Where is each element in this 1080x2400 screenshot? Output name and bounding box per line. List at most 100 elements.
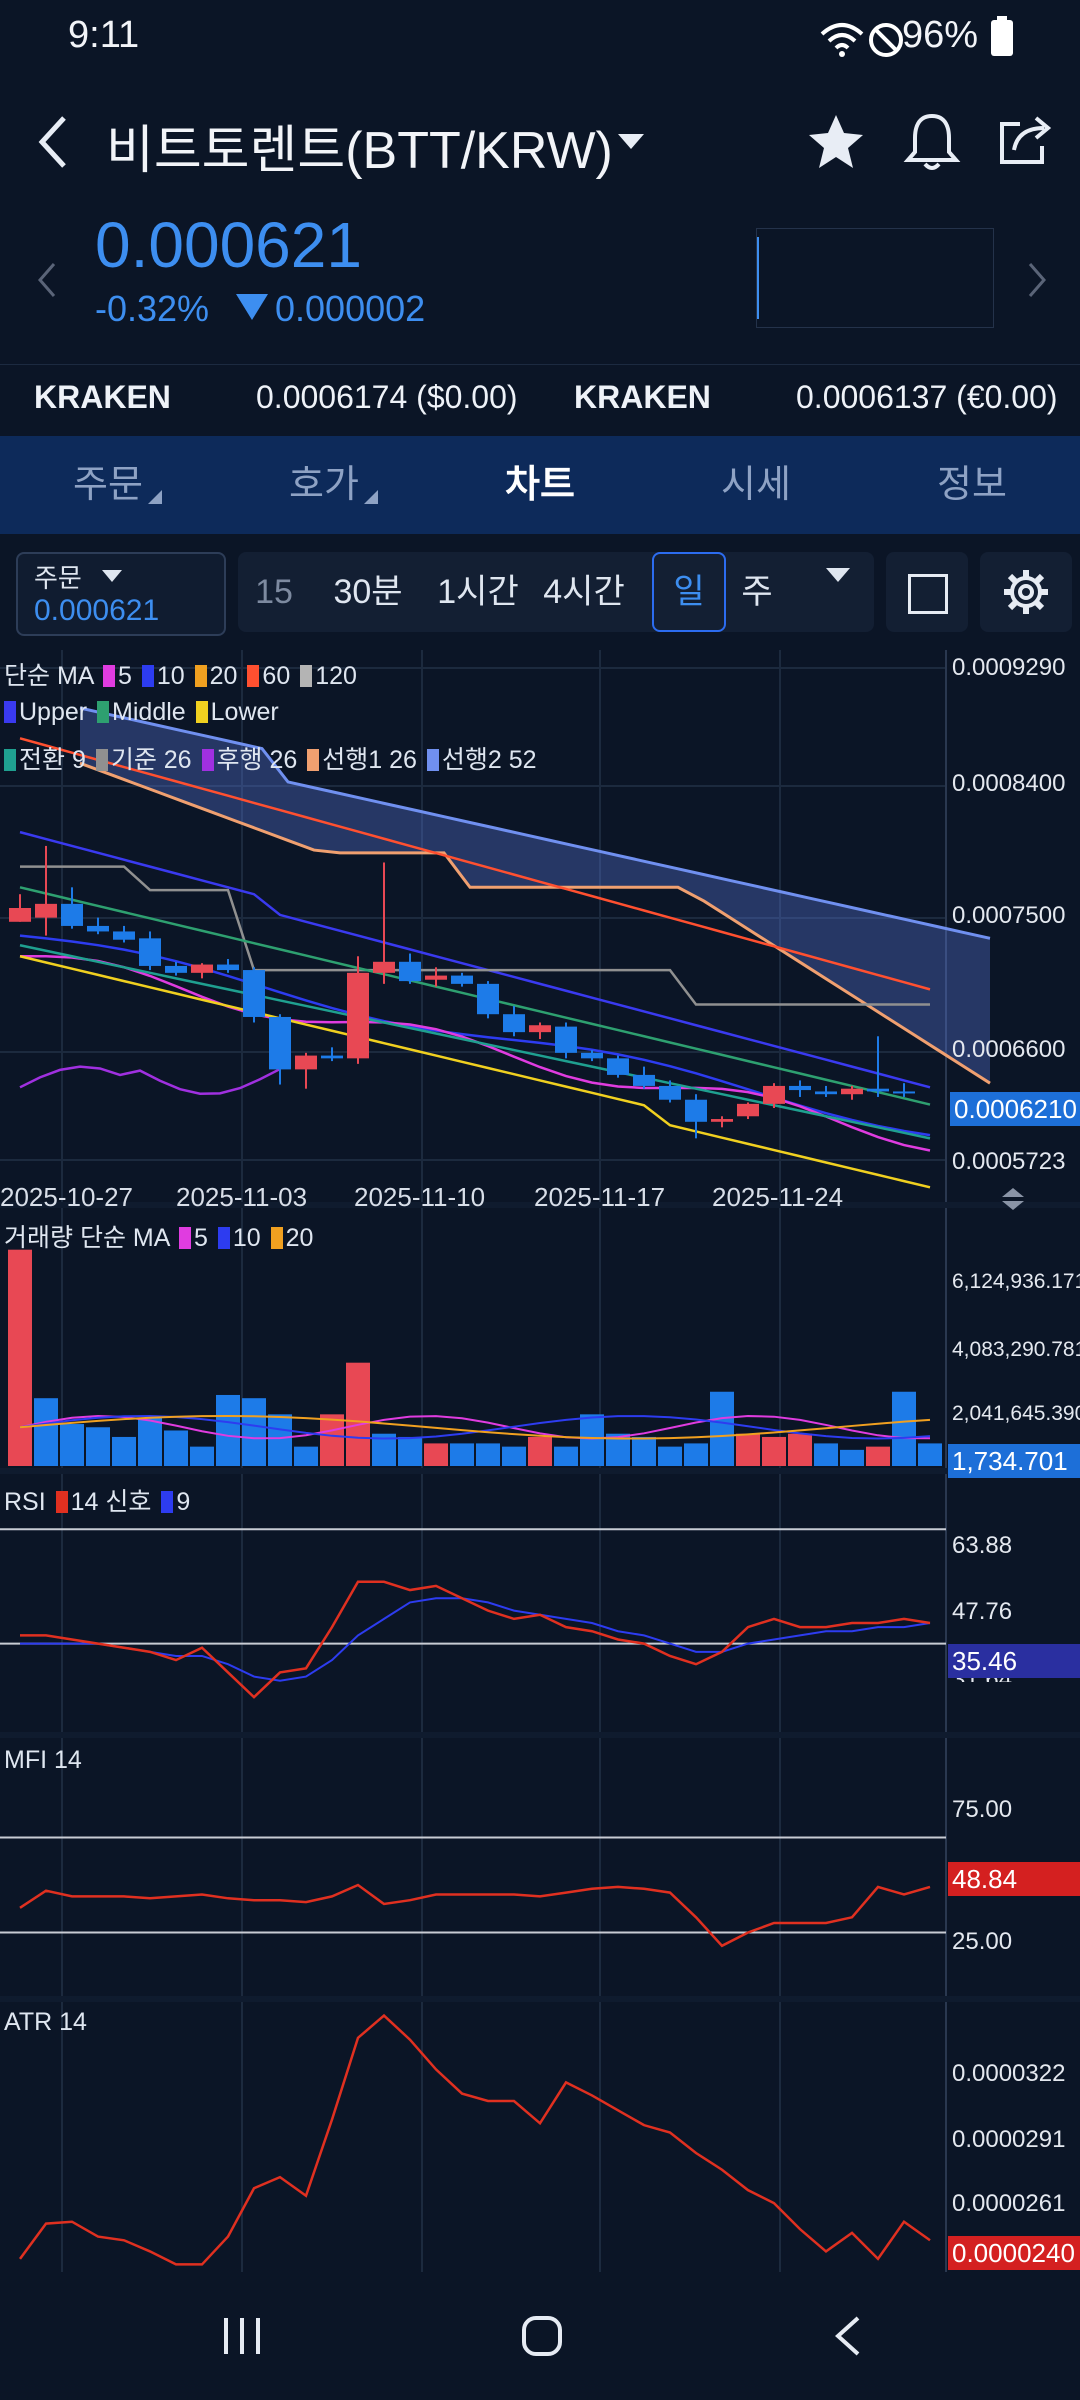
status-bar: 9:11 96% <box>0 0 1080 80</box>
volume-bar <box>476 1443 500 1466</box>
timeframe-1h[interactable]: 1시간 <box>437 573 519 611</box>
ichimoku-cloud <box>80 708 990 1084</box>
date-label: 2025-11-24 <box>712 1182 844 1212</box>
next-coin-icon[interactable] <box>1024 260 1048 300</box>
volume-bar <box>788 1433 812 1466</box>
volume-bar <box>658 1446 682 1466</box>
battery-percent: 96% <box>901 14 978 56</box>
candle-body <box>711 1119 733 1122</box>
chart-area[interactable]: 단순 MA 5 10 20 60 120 Upper Middle Lower … <box>0 650 1080 2272</box>
fullscreen-button[interactable] <box>886 552 968 632</box>
atr-axis-tick: 0.0000322 <box>952 2060 1066 2087</box>
candle-body <box>893 1091 915 1094</box>
chart-canvas[interactable] <box>0 650 1080 2272</box>
volume-bar <box>866 1446 890 1466</box>
candle-body <box>87 925 109 932</box>
do-not-disturb-icon <box>869 23 903 57</box>
chart-settings-button[interactable] <box>980 552 1072 632</box>
volume-bar <box>814 1443 838 1466</box>
change-percent: -0.32% <box>95 288 210 329</box>
current-price: 0.000621 <box>95 209 362 281</box>
exchange-name: KRAKEN <box>34 379 171 415</box>
candle-body <box>815 1091 837 1095</box>
volume-bar <box>632 1436 656 1466</box>
atr-current-label: 0.0000240 <box>948 2236 1080 2270</box>
ma-legend-title: 단순 MA <box>4 662 94 690</box>
home-icon[interactable] <box>520 2314 564 2358</box>
tab-bar: 주문 호가 차트 시세 정보 <box>0 436 1080 534</box>
volume-legend-item: 5 <box>193 1224 208 1252</box>
volume-bar <box>684 1443 708 1466</box>
tab-orderbook[interactable]: 호가 <box>216 436 432 534</box>
timeframe-30m[interactable]: 30분 <box>333 573 403 611</box>
timeframe-day[interactable]: 일 <box>652 552 726 632</box>
price-axis-tick: 0.0007500 <box>952 902 1066 929</box>
panel-resize-icon[interactable] <box>998 1186 1028 1212</box>
mfi-line <box>19 1883 931 1948</box>
nav-back-icon[interactable] <box>830 2314 866 2358</box>
volume-bar <box>190 1446 214 1466</box>
candle-body <box>581 1052 603 1059</box>
ichimoku-conversion-line <box>19 944 931 1140</box>
order-label: 주문 <box>34 563 82 593</box>
tab-market[interactable]: 시세 <box>648 436 864 534</box>
order-price-button[interactable]: 주문 0.000621 <box>16 552 226 636</box>
coin-title[interactable]: 비트토렌트(BTT/KRW) <box>106 122 613 180</box>
candle-body <box>477 983 499 1015</box>
ichimoku-legend-item: 전환 9 <box>19 746 86 774</box>
mfi-current-label: 48.84 <box>948 1862 1080 1896</box>
volume-bar <box>398 1436 422 1466</box>
rsi-axis-tick: 47.76 <box>952 1598 1013 1625</box>
down-triangle-icon <box>236 294 268 320</box>
order-price: 0.000621 <box>34 594 160 627</box>
favorite-star-icon[interactable] <box>806 112 866 172</box>
corner-triangle-icon <box>364 490 378 504</box>
ma-legend-item: 20 <box>209 662 238 690</box>
system-nav-bar <box>0 2272 1080 2400</box>
volume-bar <box>346 1362 370 1466</box>
prev-coin-icon[interactable] <box>36 260 60 300</box>
bell-icon[interactable] <box>902 108 962 174</box>
volume-bar <box>918 1443 942 1466</box>
mfi-axis-tick: 75.00 <box>952 1796 1013 1823</box>
rsi-legend-item: 신호 <box>105 1488 152 1516</box>
rsi-legend-title: RSI <box>4 1488 46 1516</box>
square-icon <box>908 574 948 614</box>
ma-legend-item: 5 <box>118 662 132 690</box>
tab-chart[interactable]: 차트 <box>432 436 648 534</box>
volume-bar <box>840 1449 864 1466</box>
atr-axis-tick: 0.0000261 <box>952 2190 1066 2217</box>
tab-order[interactable]: 주문 <box>0 436 216 534</box>
candle-body <box>659 1085 681 1100</box>
coin-dropdown-icon[interactable] <box>616 132 646 152</box>
timeframe-15m[interactable]: 15분 <box>255 573 293 611</box>
volume-bar <box>528 1436 552 1466</box>
candle-body <box>139 938 161 966</box>
candle-body <box>399 961 421 982</box>
price-axis-tick: 0.0008400 <box>952 770 1066 797</box>
back-icon[interactable] <box>34 112 74 172</box>
candle-body <box>191 964 213 973</box>
timeframe-dropdown-icon[interactable] <box>826 568 850 582</box>
candle-body <box>243 970 265 1017</box>
volume-bar <box>242 1398 266 1466</box>
recent-apps-icon[interactable] <box>220 2314 264 2358</box>
candle-body <box>841 1088 863 1095</box>
candle-body <box>763 1085 785 1104</box>
candle-body <box>113 931 135 940</box>
volume-current-label: 1,734.701 <box>948 1444 1080 1478</box>
share-icon[interactable] <box>996 110 1056 170</box>
timeframe-4h[interactable]: 4시간 <box>543 573 625 611</box>
tab-info[interactable]: 정보 <box>864 436 1080 534</box>
candle-body <box>633 1074 655 1086</box>
price-current-label: 0.0006210 <box>950 1092 1080 1126</box>
bb-upper-line <box>19 830 931 1089</box>
chart-toolbar: 주문 0.000621 15분 30분 1시간 4시간 일 주 <box>0 534 1080 650</box>
timeframe-week[interactable]: 주 <box>741 573 773 611</box>
rsi-axis-tick: 63.88 <box>952 1532 1013 1559</box>
wifi-icon <box>820 23 864 57</box>
gear-icon <box>1004 570 1048 614</box>
candle-body <box>269 1016 291 1070</box>
rsi-line <box>20 1580 931 1699</box>
rsi-legend-item: 9 <box>176 1488 191 1516</box>
